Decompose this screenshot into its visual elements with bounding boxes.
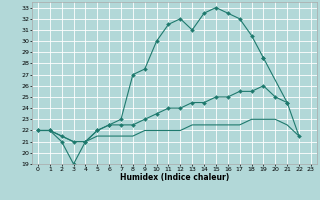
X-axis label: Humidex (Indice chaleur): Humidex (Indice chaleur): [120, 173, 229, 182]
